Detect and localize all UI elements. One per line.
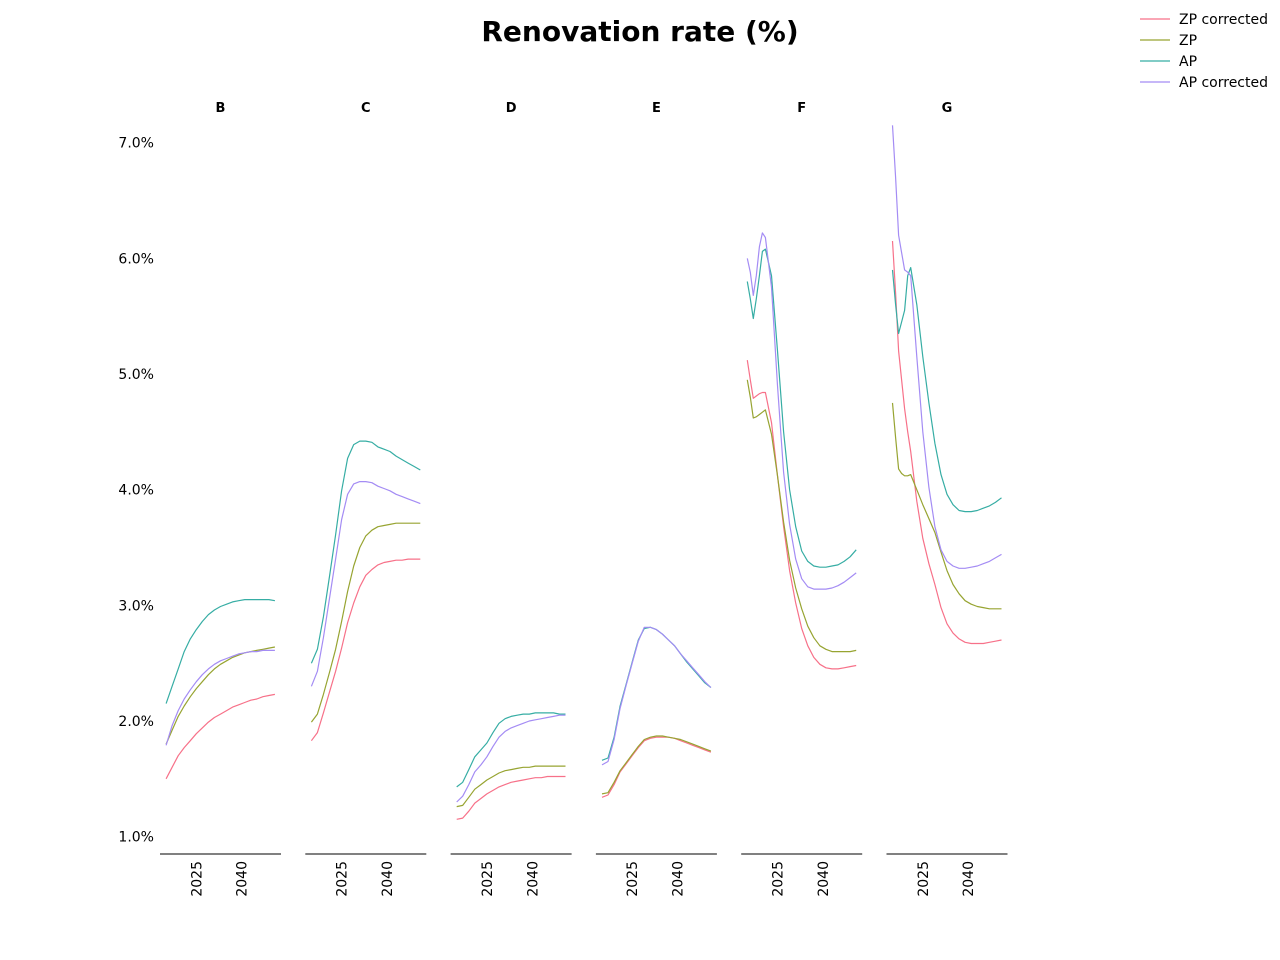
series-line-zp — [310, 522, 421, 723]
x-tick-label: 2040 — [380, 861, 396, 897]
series-line-ap-corrected — [601, 626, 712, 766]
panel-d: D 2025 2040 — [450, 101, 572, 897]
series-line-ap — [165, 599, 276, 704]
series-line-zp — [165, 646, 276, 745]
y-tick-label: 7.0% — [118, 136, 154, 152]
series-line-zp-corrected — [891, 240, 1002, 645]
x-tick-label: 2040 — [525, 861, 541, 897]
series-line-ap — [746, 248, 857, 568]
panel-b: B 2025 2040 — [160, 101, 281, 897]
panel-title: D — [506, 101, 517, 116]
chart-title: Renovation rate (%) — [481, 15, 798, 48]
y-tick-label: 4.0% — [118, 483, 154, 499]
panel-f: F 2025 2040 — [741, 101, 863, 897]
series-line-ap-corrected — [165, 649, 275, 746]
legend-label: ZP corrected — [1179, 12, 1268, 28]
legend-label: ZP — [1179, 33, 1197, 49]
panel-title: C — [361, 101, 371, 116]
series-line-ap — [456, 712, 566, 788]
series-line-zp-corrected — [310, 558, 421, 742]
series-line-ap — [601, 626, 712, 761]
series-line-ap — [891, 267, 1002, 513]
y-tick-label: 2.0% — [118, 714, 154, 730]
series-line-zp-corrected — [601, 736, 712, 798]
x-tick-label: 2025 — [189, 861, 205, 897]
y-axis: 1.0% 2.0% 3.0% 4.0% 5.0% 6.0% 7.0% — [118, 136, 154, 846]
series-line-ap — [310, 440, 421, 664]
panels: B 2025 2040 C 2025 2040 D 2025 2040 E 2025 2040 F 202… — [160, 101, 1008, 897]
panel-title: F — [797, 101, 806, 116]
x-tick-label: 2025 — [480, 861, 496, 897]
y-tick-label: 3.0% — [118, 598, 154, 614]
x-tick-label: 2025 — [916, 861, 932, 897]
series-line-zp — [456, 765, 566, 808]
x-tick-label: 2040 — [961, 861, 977, 897]
y-tick-label: 1.0% — [118, 830, 154, 846]
legend-label: AP corrected — [1179, 75, 1268, 91]
series-line-zp-corrected — [746, 360, 857, 670]
x-tick-label: 2025 — [771, 861, 787, 897]
x-tick-label: 2040 — [816, 861, 832, 897]
series-line-ap-corrected — [746, 232, 857, 590]
panel-g: G 2025 2040 — [886, 101, 1008, 897]
series-line-zp — [601, 735, 712, 795]
x-tick-label: 2040 — [235, 861, 251, 897]
panel-title: E — [652, 101, 661, 116]
legend: ZP corrected ZP AP AP corrected — [1140, 12, 1268, 91]
series-line-zp-corrected — [456, 775, 566, 820]
y-tick-label: 6.0% — [118, 251, 154, 267]
series-line-ap-corrected — [456, 714, 566, 803]
panel-title: B — [216, 101, 226, 116]
panel-c: C 2025 2040 — [305, 101, 427, 897]
x-tick-label: 2025 — [335, 861, 351, 897]
series-line-zp-corrected — [165, 693, 276, 780]
x-tick-label: 2025 — [625, 861, 641, 897]
y-tick-label: 5.0% — [118, 367, 154, 383]
legend-label: AP — [1179, 54, 1197, 70]
series-line-ap-corrected — [891, 125, 1002, 569]
series-line-ap-corrected — [310, 481, 421, 687]
panel-e: E 2025 2040 — [595, 101, 717, 897]
series-line-zp — [746, 379, 857, 653]
panel-title: G — [942, 101, 953, 116]
x-tick-label: 2040 — [671, 861, 687, 897]
series-line-zp — [891, 402, 1002, 610]
